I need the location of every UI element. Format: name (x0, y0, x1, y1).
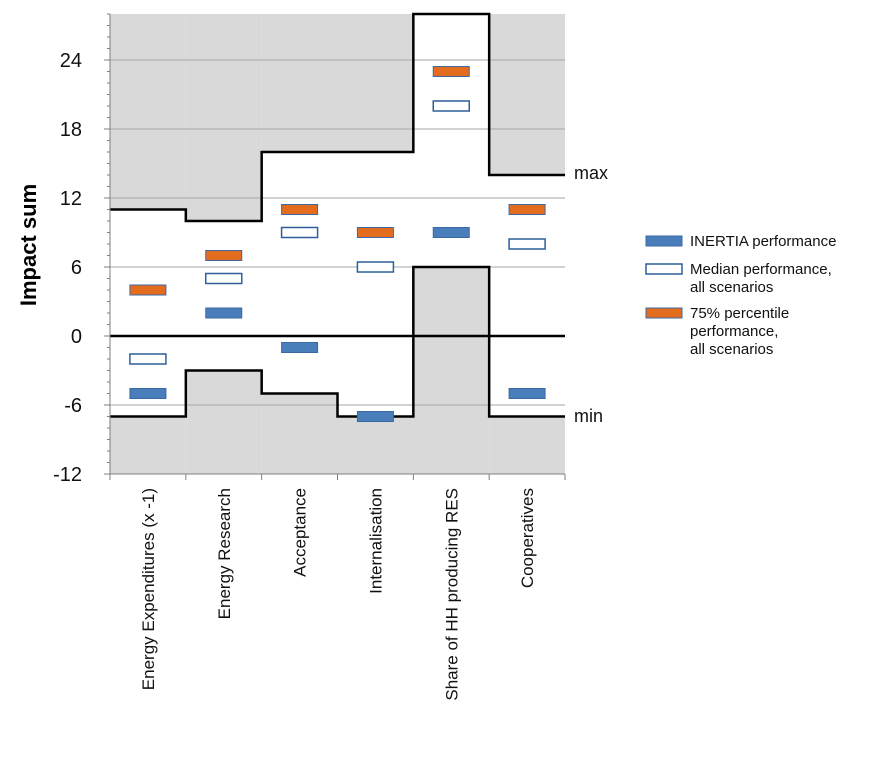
legend-label: all scenarios (690, 341, 773, 358)
marker-median (432, 100, 470, 112)
y-tick-label: 18 (60, 119, 82, 141)
category-labels: Energy Expenditures (x -1) Energy Researc… (139, 488, 537, 701)
marker-p75 (432, 66, 470, 77)
legend-swatch (645, 235, 683, 247)
y-tick-label: 12 (60, 188, 82, 210)
marker-median (205, 272, 243, 285)
category-label: Share of HH producing RES (442, 488, 461, 701)
min-boundary-line (110, 265, 565, 418)
y-tick-label: 6 (71, 257, 82, 279)
legend-swatch (645, 263, 683, 275)
marker-inertia (129, 388, 167, 399)
shade-below-min (110, 416, 186, 474)
max-annotation: max (574, 163, 608, 183)
marker-p75 (356, 227, 394, 238)
legend-label: performance, (690, 323, 778, 340)
legend-label: 75% percentile (690, 305, 789, 322)
marker-median (129, 353, 167, 365)
max-boundary-line (110, 12, 565, 223)
y-axis: -12 -6 0 6 12 18 24 (53, 13, 566, 486)
marker-median (280, 226, 319, 239)
shade-above-max (261, 14, 338, 152)
marker-inertia (281, 342, 319, 353)
y-tick-label: 24 (60, 50, 82, 72)
marker-inertia (205, 307, 243, 319)
shade-above-max (185, 14, 262, 221)
marker-p75 (129, 284, 167, 296)
category-label: Internalisation (366, 488, 385, 594)
y-tick-label: -6 (64, 395, 82, 417)
performance-markers (129, 66, 546, 422)
y-axis-title: Impact sum (16, 184, 41, 306)
legend-label: INERTIA performance (690, 233, 836, 250)
shade-above-max (337, 14, 414, 152)
category-label: Acceptance (291, 488, 310, 577)
legend-label: Median performance, (690, 261, 832, 278)
marker-inertia (508, 388, 546, 399)
marker-inertia (432, 227, 470, 238)
shade-below-min (185, 370, 262, 474)
min-annotation: min (574, 406, 603, 426)
shade-below-min (413, 267, 490, 474)
shade-below-min (261, 393, 338, 474)
category-label: Cooperatives (518, 488, 537, 588)
marker-median (356, 261, 395, 273)
marker-p75 (508, 204, 546, 215)
legend-swatch (645, 307, 683, 319)
boundary-lines (110, 12, 565, 418)
y-tick-label: 0 (71, 326, 82, 348)
shade-below-min (489, 416, 565, 474)
marker-inertia (356, 411, 394, 422)
legend-label: all scenarios (690, 279, 773, 296)
shade-below-min (337, 416, 414, 474)
shade-above-max (110, 14, 186, 210)
marker-p75 (205, 250, 243, 261)
category-label: Energy Research (215, 488, 234, 619)
y-tick-label: -12 (53, 464, 82, 486)
shade-above-max (489, 14, 565, 175)
marker-median (508, 238, 546, 250)
category-label: Energy Expenditures (x -1) (139, 488, 158, 690)
marker-p75 (281, 204, 319, 215)
